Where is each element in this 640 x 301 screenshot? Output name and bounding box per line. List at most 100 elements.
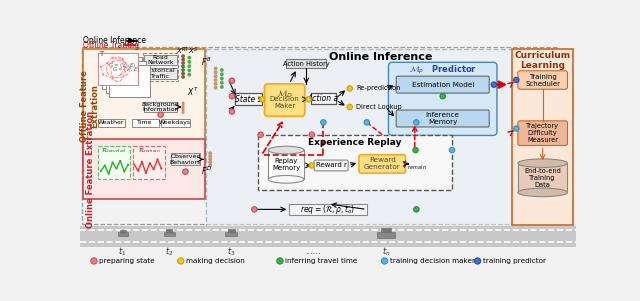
Circle shape bbox=[137, 170, 139, 172]
Bar bbox=[106, 61, 146, 93]
Circle shape bbox=[141, 161, 143, 163]
Text: $G=(V',E)$: $G=(V',E)$ bbox=[104, 58, 132, 67]
Circle shape bbox=[252, 207, 257, 212]
Bar bbox=[132, 146, 165, 178]
Text: Re-prediction: Re-prediction bbox=[356, 85, 401, 92]
Circle shape bbox=[514, 126, 519, 131]
Circle shape bbox=[100, 170, 102, 172]
Text: training decision maker: training decision maker bbox=[390, 258, 475, 264]
Text: Online Feature Extration: Online Feature Extration bbox=[86, 111, 95, 228]
Circle shape bbox=[178, 258, 184, 264]
Circle shape bbox=[181, 72, 185, 75]
Circle shape bbox=[102, 74, 104, 76]
Bar bbox=[98, 53, 138, 85]
Circle shape bbox=[182, 169, 188, 174]
Circle shape bbox=[133, 164, 135, 166]
FancyBboxPatch shape bbox=[264, 84, 305, 116]
Text: $G=(V',E)$: $G=(V',E)$ bbox=[112, 65, 140, 75]
Bar bbox=[145, 101, 177, 112]
Circle shape bbox=[188, 60, 191, 64]
Circle shape bbox=[100, 66, 102, 68]
Circle shape bbox=[119, 160, 122, 162]
Bar bbox=[143, 53, 179, 81]
Circle shape bbox=[306, 97, 311, 102]
Text: Trajectory
Difficulty
Measurer: Trajectory Difficulty Measurer bbox=[526, 123, 559, 143]
Text: Online Inference: Online Inference bbox=[329, 52, 433, 62]
Circle shape bbox=[124, 66, 126, 68]
Circle shape bbox=[158, 112, 163, 117]
Circle shape bbox=[214, 70, 218, 74]
Text: $\mathcal{M}_P$   Predictor: $\mathcal{M}_P$ Predictor bbox=[408, 64, 477, 76]
Text: Time: Time bbox=[138, 120, 153, 125]
Circle shape bbox=[188, 73, 191, 76]
Bar bbox=[80, 225, 576, 247]
Circle shape bbox=[229, 94, 235, 99]
Circle shape bbox=[347, 86, 353, 91]
Bar bbox=[225, 232, 237, 236]
Circle shape bbox=[208, 157, 212, 161]
Circle shape bbox=[182, 101, 184, 105]
Circle shape bbox=[111, 77, 113, 79]
Bar bbox=[171, 153, 200, 166]
Circle shape bbox=[104, 164, 106, 166]
Text: $F^D$: $F^D$ bbox=[201, 165, 212, 177]
Ellipse shape bbox=[518, 188, 568, 197]
Text: Curriculum
Learning: Curriculum Learning bbox=[515, 51, 571, 70]
Circle shape bbox=[181, 61, 185, 65]
Circle shape bbox=[413, 120, 419, 125]
Circle shape bbox=[91, 258, 97, 264]
Text: Action a: Action a bbox=[308, 94, 339, 103]
Bar bbox=[235, 93, 262, 105]
Bar bbox=[145, 54, 177, 65]
Bar bbox=[166, 229, 172, 232]
Text: Training
Scheduler: Training Scheduler bbox=[525, 73, 560, 86]
Circle shape bbox=[136, 45, 138, 46]
Circle shape bbox=[181, 65, 185, 68]
Circle shape bbox=[220, 85, 224, 89]
Text: Experience Replay: Experience Replay bbox=[308, 138, 402, 147]
Text: Direct Lookup: Direct Lookup bbox=[356, 104, 402, 110]
Circle shape bbox=[220, 76, 224, 80]
Text: Action History: Action History bbox=[283, 61, 330, 67]
Text: Replay
Memory: Replay Memory bbox=[272, 158, 300, 171]
Bar bbox=[145, 68, 177, 79]
Bar bbox=[118, 232, 128, 235]
Circle shape bbox=[111, 161, 113, 163]
Circle shape bbox=[309, 163, 314, 168]
Circle shape bbox=[152, 168, 155, 170]
Circle shape bbox=[381, 258, 388, 264]
Circle shape bbox=[181, 54, 185, 58]
Circle shape bbox=[188, 68, 191, 72]
Circle shape bbox=[182, 104, 184, 107]
Text: Offline Feature
Extration: Offline Feature Extration bbox=[79, 70, 99, 142]
Bar bbox=[381, 228, 391, 232]
Bar bbox=[83, 139, 205, 199]
FancyBboxPatch shape bbox=[396, 110, 489, 127]
Bar bbox=[161, 119, 190, 127]
Circle shape bbox=[127, 164, 129, 166]
Circle shape bbox=[161, 168, 163, 169]
Text: $\mathcal{R}_{traveled}$: $\mathcal{R}_{traveled}$ bbox=[101, 145, 127, 155]
Ellipse shape bbox=[268, 146, 304, 154]
Text: T: T bbox=[99, 51, 103, 57]
Circle shape bbox=[208, 163, 212, 167]
Circle shape bbox=[491, 82, 497, 87]
Circle shape bbox=[188, 56, 191, 60]
Ellipse shape bbox=[518, 159, 568, 167]
Circle shape bbox=[181, 75, 185, 79]
Bar bbox=[164, 232, 175, 236]
Text: $t_n$: $t_n$ bbox=[382, 246, 390, 258]
Circle shape bbox=[214, 82, 218, 86]
Circle shape bbox=[321, 120, 326, 125]
Bar bbox=[311, 93, 336, 104]
Circle shape bbox=[413, 207, 419, 212]
Circle shape bbox=[208, 154, 212, 158]
Circle shape bbox=[259, 97, 265, 102]
Circle shape bbox=[449, 147, 454, 153]
Circle shape bbox=[220, 72, 224, 76]
Text: End-to-end
Training
Data: End-to-end Training Data bbox=[524, 168, 561, 188]
Circle shape bbox=[108, 173, 109, 175]
Text: Offline Traning: Offline Traning bbox=[83, 41, 140, 50]
Text: Weekdays: Weekdays bbox=[159, 120, 191, 125]
Text: Weather: Weather bbox=[98, 120, 124, 125]
